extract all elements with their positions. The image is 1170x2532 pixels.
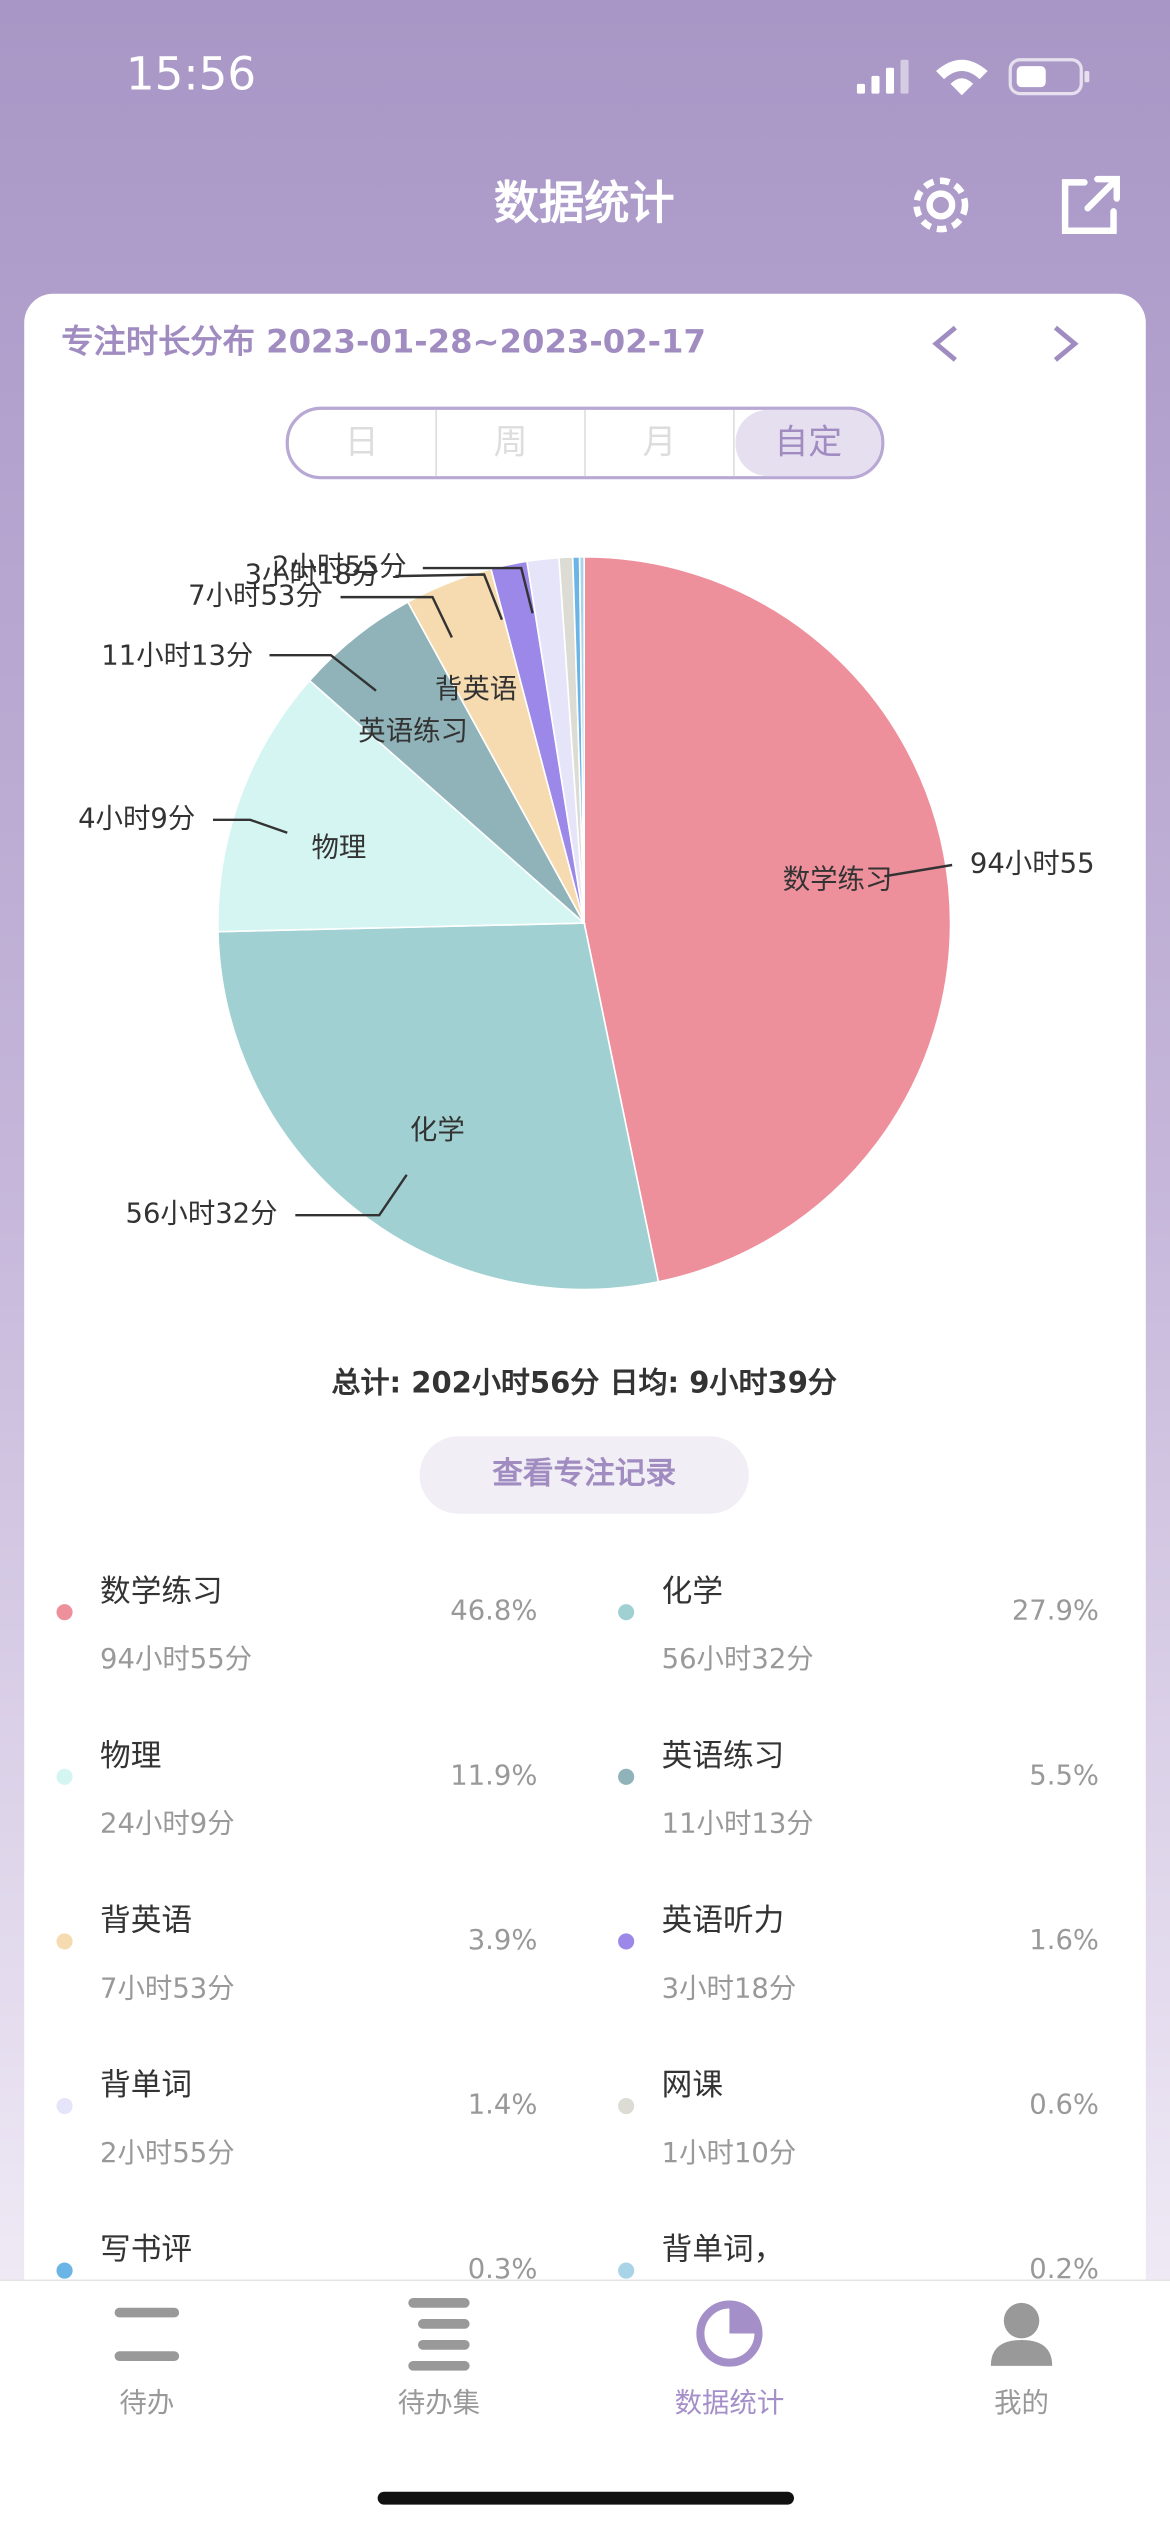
- records-button[interactable]: [419, 1436, 749, 1514]
- tab-icon[interactable]: [408, 2298, 470, 2371]
- home-indicator: [377, 2491, 794, 2505]
- tab-icon[interactable]: [729, 2304, 759, 2334]
- legend-name: 物理: [100, 1739, 161, 1774]
- segment-label[interactable]: 自定: [774, 422, 842, 461]
- legend-dot: [56, 2097, 73, 2115]
- legend-name: 英语听力: [662, 1904, 785, 1939]
- summary: 总计: 202小时56分 日均: 9小时39分: [331, 1366, 836, 1400]
- legend-duration: 94小时55分: [100, 1644, 252, 1675]
- legend-duration: 7小时53分: [100, 1973, 235, 2004]
- slice-label: 2小时55分: [272, 552, 407, 583]
- legend-percent: 5.5%: [1029, 1760, 1099, 1791]
- segment-label[interactable]: 日: [345, 422, 379, 461]
- tab-label[interactable]: 数据统计: [675, 2388, 785, 2419]
- legend-dot: [618, 1604, 635, 1621]
- slice-name: 背英语: [435, 674, 517, 705]
- slice-label: 3小时18分: [245, 560, 380, 591]
- slice-name: 化学: [410, 1115, 465, 1146]
- prev-button[interactable]: [932, 325, 957, 362]
- leader-line: [269, 653, 377, 692]
- tab-label[interactable]: 待办集: [398, 2388, 480, 2419]
- legend-percent: 11.9%: [450, 1760, 537, 1791]
- tab-label[interactable]: 待办: [119, 2388, 174, 2419]
- segment-label[interactable]: 月: [643, 422, 677, 461]
- legend-name: 化学: [662, 1574, 723, 1609]
- legend-dot: [618, 2097, 635, 2115]
- tab-label[interactable]: 我的: [994, 2388, 1049, 2419]
- legend-dot: [618, 1933, 635, 1950]
- card-title: 专注时长分布 2023-01-28~2023-02-17: [61, 323, 706, 361]
- legend-duration: 2小时55分: [100, 2138, 235, 2169]
- legend-duration: 3小时18分: [662, 1973, 797, 2004]
- status-time: 15:56: [126, 47, 256, 100]
- legend-percent: 1.6%: [1029, 1925, 1099, 1956]
- segment-label[interactable]: 周: [494, 422, 528, 461]
- leader-line: [422, 566, 534, 614]
- pie-slice: [578, 555, 586, 924]
- leader-line: [395, 573, 504, 621]
- legend-duration: 56小时32分: [662, 1644, 814, 1675]
- legend-percent: 46.8%: [450, 1596, 537, 1627]
- segment-selected: [735, 409, 882, 477]
- legend-name: 写书评: [100, 2233, 192, 2268]
- leader-line: [340, 595, 453, 638]
- tab-icon[interactable]: [1003, 2302, 1040, 2339]
- legend-percent: 0.6%: [1029, 2090, 1099, 2121]
- legend-percent: 27.9%: [1012, 1596, 1099, 1627]
- legend-name: 网课: [662, 2068, 723, 2103]
- leader-line: [295, 1174, 408, 1217]
- legend-dot: [56, 1768, 73, 1785]
- legend-percent: 1.4%: [468, 2090, 538, 2121]
- slice-label: 94小时55: [970, 848, 1095, 879]
- tab-bar: [0, 2280, 1170, 2532]
- legend-dot: [618, 2262, 635, 2279]
- legend-duration: 1小时10分: [662, 2138, 797, 2169]
- slice-label: 4小时9分: [78, 803, 195, 834]
- legend-duration: 11小时13分: [662, 1809, 814, 1840]
- pie-slice: [217, 679, 587, 933]
- legend-percent: 3.9%: [468, 1925, 538, 1956]
- legend-name: 背英语: [100, 1904, 192, 1939]
- legend-dot: [56, 1933, 73, 1950]
- leader-line: [213, 818, 288, 834]
- legend-name: 数学练习: [100, 1574, 223, 1609]
- legend-duration: 24小时9分: [100, 1809, 235, 1840]
- next-button[interactable]: [1053, 325, 1079, 362]
- legend-dot: [56, 1604, 73, 1621]
- slice-label: 56小时32分: [126, 1199, 278, 1230]
- tab-icon[interactable]: [990, 2340, 1053, 2366]
- share-button[interactable]: [1061, 175, 1120, 235]
- leader-line: [884, 863, 953, 878]
- slice-label: 7小时53分: [188, 581, 323, 612]
- slice-name: 英语练习: [358, 716, 468, 747]
- page-title: 数据统计: [494, 177, 675, 230]
- pie-slice: [583, 555, 952, 1283]
- legend-dot: [56, 2262, 73, 2279]
- pie-slice: [217, 922, 660, 1291]
- slice-name: 物理: [311, 832, 366, 863]
- status-icons: [856, 58, 1090, 96]
- legend-name: 英语练习: [662, 1739, 785, 1774]
- legend-dot: [618, 1768, 635, 1785]
- slice-label: 11小时13分: [101, 640, 253, 671]
- legend-name: 背单词，: [662, 2233, 785, 2268]
- records-button-label[interactable]: 查看专注记录: [492, 1457, 676, 1492]
- legend-name: 背单词: [100, 2068, 192, 2103]
- settings-button[interactable]: [913, 177, 969, 233]
- tab-icon[interactable]: [114, 2307, 180, 2361]
- slice-name: 数学练习: [783, 865, 893, 896]
